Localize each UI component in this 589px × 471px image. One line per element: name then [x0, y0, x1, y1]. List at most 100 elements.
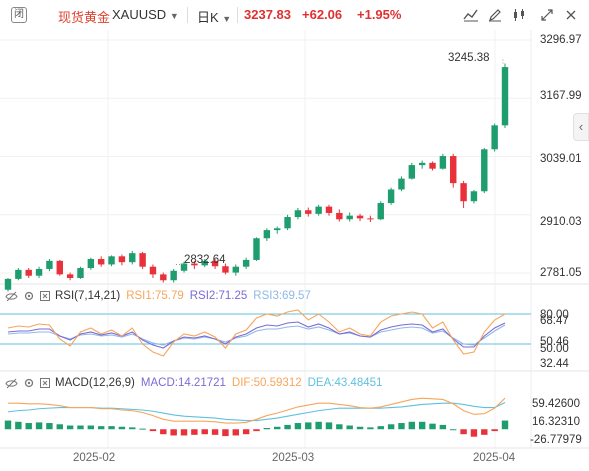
- macd-header: MACD(12,26,9) MACD:14.21721 DIF:50.59312…: [0, 375, 382, 391]
- candle-body: [387, 189, 395, 204]
- timeframe-label[interactable]: 日K: [197, 10, 219, 25]
- rsi-title: RSI(7,14,21): [55, 290, 121, 302]
- macd-histogram-bar: [180, 429, 188, 436]
- macd-histogram-bar: [222, 429, 229, 437]
- dif-line: [8, 397, 506, 424]
- macd-axis-label: 59.42600: [532, 398, 580, 410]
- macd-histogram-bar: [418, 421, 426, 430]
- gear-icon[interactable]: [22, 376, 36, 390]
- eye-off-icon[interactable]: [4, 289, 18, 303]
- x-axis-label: 2025-02: [73, 452, 116, 464]
- macd-histogram-bar: [429, 423, 436, 430]
- candle-body: [170, 270, 177, 281]
- candle-body: [149, 266, 157, 275]
- divider: [187, 7, 188, 23]
- macd-histogram-bar: [211, 429, 219, 435]
- macd-histogram-bar: [4, 420, 12, 430]
- candle-body: [315, 206, 322, 214]
- timeframe-select[interactable]: 日K ▼: [197, 7, 231, 26]
- candle-body: [191, 263, 198, 266]
- candle-body: [201, 260, 208, 266]
- macd-axis-label: -26.77979: [530, 434, 582, 446]
- collapse-panel-chevron-left-icon[interactable]: ‹: [573, 113, 589, 141]
- dea-line: [7, 402, 506, 422]
- close-icon[interactable]: [38, 289, 52, 303]
- candle-body: [481, 149, 488, 192]
- rsi3-value: RSI3:69.57: [253, 290, 311, 302]
- x-axis-label: 2025-03: [272, 452, 315, 464]
- macd-histogram-bar: [346, 425, 353, 430]
- macd-value: MACD:14.21721: [140, 377, 226, 389]
- macd-histogram-bar: [481, 429, 488, 435]
- dea-value: DEA:43.48451: [307, 377, 383, 389]
- macd-histogram-bar: [25, 423, 32, 430]
- broker-logo-icon: 闭: [11, 7, 27, 23]
- macd-histogram-bar: [460, 429, 467, 435]
- macd-histogram-bar: [129, 427, 136, 430]
- price-axis-label: 3167.99: [540, 90, 582, 102]
- candle-body: [160, 274, 167, 281]
- symbol-dropdown-icon[interactable]: ▼: [169, 11, 179, 21]
- macd-histogram-bar: [201, 429, 208, 435]
- candle-body: [118, 256, 126, 263]
- candle-body: [336, 212, 343, 220]
- macd-histogram-bar: [294, 423, 302, 430]
- price-change-percent: +1.95%: [357, 7, 402, 22]
- price-change: +62.06: [302, 7, 343, 22]
- candle-body: [294, 210, 302, 218]
- candle-body: [356, 215, 364, 219]
- macd-histogram-bar: [118, 426, 126, 430]
- candle-body: [242, 259, 250, 267]
- macd-histogram-bar: [439, 424, 447, 430]
- fullscreen-icon[interactable]: [536, 5, 558, 25]
- candle-body: [180, 263, 188, 271]
- macd-histogram-bar: [315, 421, 322, 430]
- candle-body: [418, 162, 426, 166]
- candle-body: [284, 217, 291, 229]
- candle-body: [325, 206, 333, 213]
- edit-icon[interactable]: [484, 5, 506, 25]
- candle-body: [346, 215, 353, 220]
- close-icon[interactable]: [560, 5, 582, 25]
- eye-off-icon[interactable]: [4, 376, 18, 390]
- candle-body: [222, 266, 229, 273]
- symbol-name-cn[interactable]: 现货黄金: [58, 10, 111, 25]
- rsi-axis-label: 50.00: [540, 343, 569, 355]
- candle-body: [398, 178, 405, 190]
- candle-body: [470, 191, 478, 202]
- macd-histogram-bar: [470, 429, 478, 437]
- symbol-code-label[interactable]: XAUUSD: [112, 7, 167, 22]
- rsi1-line: [7, 309, 506, 357]
- candle-body: [263, 230, 271, 239]
- candle-body: [25, 269, 32, 276]
- macd-histogram-bar: [97, 426, 105, 430]
- rsi2-line: [7, 321, 506, 349]
- rsi-header: RSI(7,14,21) RSI1:75.79 RSI2:71.25 RSI3:…: [0, 288, 311, 304]
- price-axis-label: 2781.05: [540, 267, 582, 279]
- macd-histogram-bar: [77, 425, 84, 430]
- candle-body: [377, 203, 384, 220]
- macd-histogram-bar: [191, 429, 198, 435]
- dif-value: DIF:50.59312: [231, 377, 302, 389]
- macd-histogram-bar: [66, 425, 74, 430]
- macd-histogram-bar: [273, 426, 281, 430]
- macd-histogram-bar: [263, 428, 271, 430]
- candle-settings-icon[interactable]: [508, 5, 530, 25]
- candle-body: [15, 269, 22, 279]
- candle-body: [305, 210, 312, 214]
- gear-icon[interactable]: [22, 289, 36, 303]
- macd-histogram-bar: [160, 429, 167, 435]
- line-chart-icon[interactable]: [460, 5, 482, 25]
- close-icon[interactable]: [38, 376, 52, 390]
- candle-body: [139, 253, 146, 267]
- timeframe-dropdown-icon[interactable]: ▼: [222, 14, 232, 24]
- candle-body: [232, 266, 240, 273]
- candle-body: [4, 278, 12, 290]
- rsi2-value: RSI2:71.25: [189, 290, 248, 302]
- candle-body: [439, 156, 447, 169]
- candle-body: [211, 260, 219, 267]
- x-axis-label: 2025-04: [473, 452, 516, 464]
- symbol-code[interactable]: XAUUSD ▼: [112, 7, 179, 22]
- candle-body: [77, 268, 84, 278]
